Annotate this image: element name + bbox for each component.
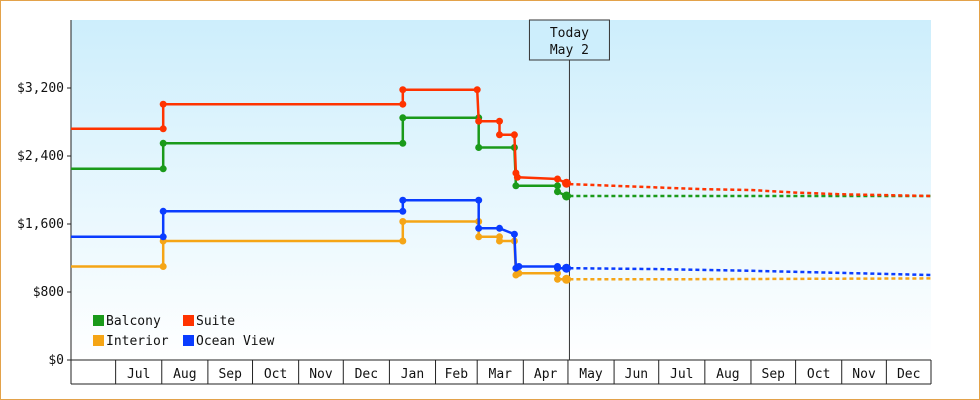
x-tick-label: Oct: [264, 367, 287, 382]
data-point-balcony: [159, 165, 167, 173]
data-point-interior: [554, 269, 561, 277]
legend-swatch-balcony: [93, 315, 104, 326]
data-point-interior: [554, 275, 561, 283]
data-point-suite: [399, 100, 407, 108]
data-point-suite: [399, 86, 407, 94]
legend-swatch-suite: [183, 315, 194, 326]
data-point-ocean-view: [515, 263, 523, 270]
data-point-ocean-view: [475, 224, 483, 232]
x-tick-label: Nov: [852, 367, 876, 382]
data-point-interior: [159, 263, 167, 270]
data-point-suite: [496, 131, 503, 139]
data-point-balcony: [554, 188, 561, 196]
data-point-balcony: [554, 182, 561, 190]
series-forecast-ocean-view: [569, 266, 932, 277]
x-tick-label: Dec: [355, 367, 378, 382]
legend-swatch-ocean-view: [183, 335, 194, 346]
data-point-ocean-view: [399, 207, 407, 215]
data-point-ocean-view: [159, 207, 167, 215]
legend: Balcony Suite Interior Ocean View: [93, 314, 274, 349]
x-tick-label: Mar: [489, 367, 513, 382]
y-tick-label: $1,600: [17, 217, 64, 232]
x-tick-label: May: [579, 367, 603, 382]
x-tick-label: Oct: [807, 367, 830, 382]
x-tick-label: Feb: [445, 367, 469, 382]
data-point-ocean-view: [159, 233, 167, 241]
today-marker: Today May 2: [528, 19, 610, 360]
x-tick-label: Jan: [401, 367, 424, 382]
data-point-suite: [159, 100, 167, 108]
data-point-suite: [513, 173, 521, 181]
data-point-balcony: [159, 139, 167, 147]
data-point-interior: [399, 218, 407, 225]
x-tick-label: Aug: [716, 367, 739, 382]
legend-label-ocean-view: Ocean View: [196, 334, 274, 349]
series-layer: [71, 86, 932, 284]
legend-label-suite: Suite: [196, 314, 235, 329]
data-point-ocean-view: [475, 196, 483, 204]
data-point-balcony: [399, 114, 407, 122]
data-point-interior: [496, 237, 503, 245]
x-tick-label: Nov: [309, 367, 333, 382]
x-tick-label: Aug: [173, 367, 196, 382]
x-tick-label: Jul: [127, 367, 150, 382]
x-tick-label: Dec: [897, 367, 920, 382]
data-point-ocean-view: [510, 230, 518, 238]
y-tick-label: $2,400: [17, 149, 64, 164]
y-tick-label: $800: [33, 285, 64, 300]
today-label-line2: May 2: [550, 43, 589, 58]
data-point-interior: [475, 233, 483, 241]
x-tick-label: Jul: [670, 367, 693, 382]
data-point-ocean-view: [399, 196, 407, 204]
data-point-suite: [510, 131, 518, 139]
data-point-suite: [473, 86, 481, 94]
y-tick-label: $0: [48, 353, 64, 368]
data-point-interior: [399, 237, 407, 245]
x-tick-label: Sep: [218, 367, 242, 382]
x-tick-label: Jun: [625, 367, 648, 382]
data-point-balcony: [399, 139, 407, 147]
series-forecast-suite: [569, 182, 932, 198]
plot-area: [71, 20, 931, 360]
legend-swatch-interior: [93, 335, 104, 346]
data-point-suite: [475, 117, 483, 125]
series-forecast-interior: [569, 277, 932, 281]
data-point-ocean-view: [554, 264, 561, 272]
data-point-suite: [496, 117, 503, 125]
data-point-balcony: [475, 144, 483, 151]
data-point-balcony: [562, 191, 571, 201]
x-tick-label: Sep: [762, 367, 786, 382]
today-label-box: [528, 19, 610, 61]
data-point-interior: [562, 274, 571, 284]
today-label-line1: Today: [550, 26, 589, 41]
axes: $0 $800 $1,600 $2,400 $3,200 Jul Aug Sep Oct Nov D…: [17, 20, 932, 385]
y-tick-label: $3,200: [17, 81, 64, 96]
data-point-suite: [562, 178, 571, 188]
series-line-ocean-view: [71, 198, 567, 270]
data-point-interior: [515, 269, 523, 277]
legend-label-interior: Interior: [106, 334, 169, 349]
data-point-balcony: [512, 182, 520, 190]
data-point-ocean-view: [496, 224, 503, 232]
legend-label-balcony: Balcony: [106, 314, 161, 329]
data-point-suite: [159, 125, 167, 133]
data-point-ocean-view: [562, 263, 571, 273]
x-tick-label: Apr: [534, 367, 558, 382]
data-point-suite: [554, 175, 561, 183]
